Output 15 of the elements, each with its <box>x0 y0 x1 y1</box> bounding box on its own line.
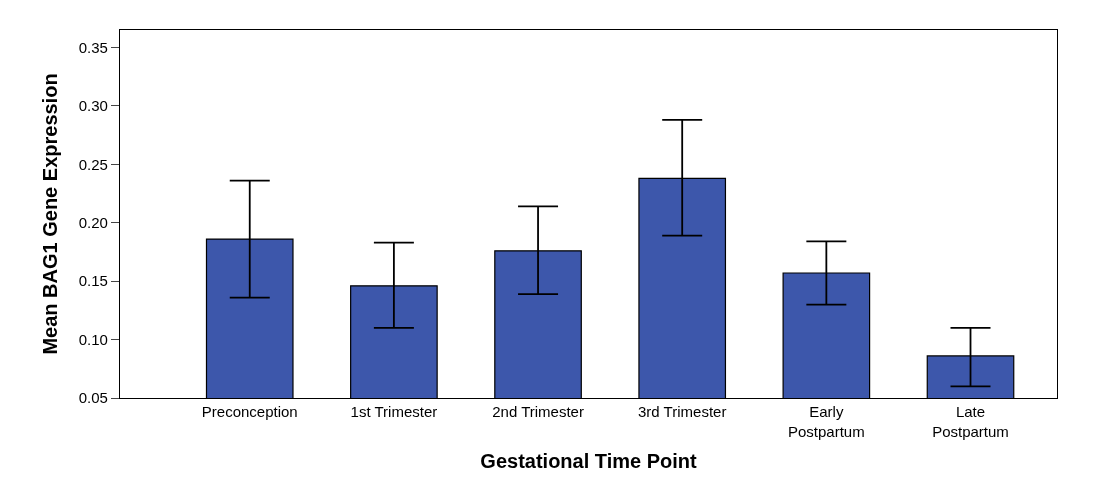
x-tick-label: 3rd Trimester <box>638 403 727 421</box>
y-tick-label: 0.35 <box>78 38 108 56</box>
y-axis-title: Mean BAG1 Gene Expression <box>39 73 62 355</box>
y-tick-label: 0.30 <box>78 97 108 115</box>
y-tick-label: 0.10 <box>78 330 108 348</box>
x-tick-label: Early Postpartum <box>788 403 865 440</box>
y-tick-label: 0.25 <box>78 155 108 173</box>
y-tick-label: 0.15 <box>78 272 108 290</box>
x-tick-label: 1st Trimester <box>350 403 438 421</box>
x-tick-label: Late Postpartum <box>932 403 1009 440</box>
x-tick-label: Preconception <box>201 403 298 421</box>
y-tick-label: 0.05 <box>78 389 108 407</box>
x-tick-label: 2nd Trimester <box>492 403 584 421</box>
x-axis-title: Gestational Time Point <box>480 450 698 473</box>
y-tick-label: 0.20 <box>78 214 108 232</box>
